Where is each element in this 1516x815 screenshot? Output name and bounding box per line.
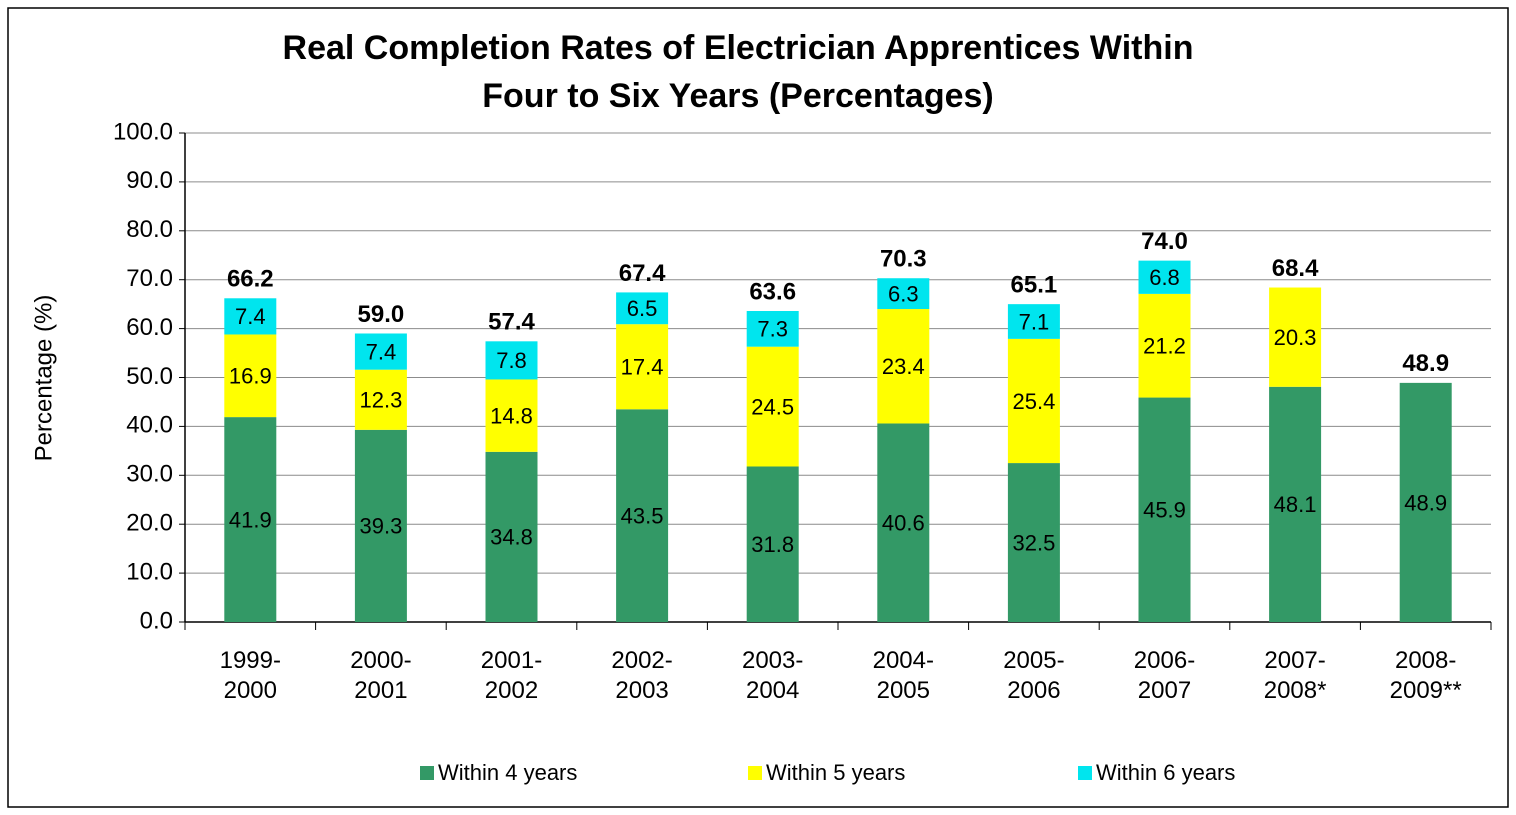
x-tick-label: 2000-2001 xyxy=(350,647,412,704)
bar-segment xyxy=(877,309,930,424)
total-label: 74.0 xyxy=(1141,228,1188,255)
bar-segment xyxy=(1138,293,1191,398)
y-tick-label: 10.0 xyxy=(126,558,173,585)
data-label: 20.3 xyxy=(1274,325,1317,350)
x-tick-label: 2001-2002 xyxy=(480,647,543,704)
bar-segment xyxy=(1007,304,1060,339)
legend-swatch xyxy=(420,766,434,780)
bar-segment xyxy=(746,310,799,347)
x-tick-label: 2003-2004 xyxy=(741,647,804,704)
total-label: 67.4 xyxy=(619,260,666,287)
legend-label: Within 4 years xyxy=(438,760,577,785)
total-label: 66.2 xyxy=(227,266,274,293)
bar-segment xyxy=(877,423,930,622)
data-label: 6.3 xyxy=(888,281,919,306)
y-tick-label: 90.0 xyxy=(126,167,173,194)
y-axis-label: Percentage (%) xyxy=(30,295,57,462)
bar-segment xyxy=(354,369,407,430)
y-tick-label: 80.0 xyxy=(126,216,173,243)
total-label: 65.1 xyxy=(1011,271,1058,298)
data-label: 23.4 xyxy=(882,354,925,379)
bar-segment xyxy=(224,334,277,418)
data-label: 41.9 xyxy=(229,507,272,532)
bar-segment xyxy=(1007,463,1060,622)
bar-segment xyxy=(1269,287,1322,387)
data-label: 16.9 xyxy=(229,364,272,389)
bar-segment xyxy=(1399,382,1452,622)
y-tick-label: 40.0 xyxy=(126,412,173,439)
data-label: 25.4 xyxy=(1012,389,1055,414)
data-label: 34.8 xyxy=(490,525,533,550)
x-tick-label: 2004-2005 xyxy=(872,647,934,704)
bar-segment xyxy=(1138,260,1191,294)
bar-segment xyxy=(616,292,669,325)
bar-segment xyxy=(485,341,538,380)
data-label: 32.5 xyxy=(1012,530,1055,555)
data-label: 14.8 xyxy=(490,403,533,428)
data-label: 7.1 xyxy=(1019,309,1050,334)
legend-swatch xyxy=(748,766,762,780)
x-tick-label: 2007-2008* xyxy=(1263,647,1327,704)
data-label: 43.5 xyxy=(621,503,664,528)
total-label: 48.9 xyxy=(1402,350,1449,377)
data-label: 7.4 xyxy=(235,304,266,329)
total-label: 68.4 xyxy=(1272,255,1319,282)
bar-segment xyxy=(224,298,277,335)
bar-segment xyxy=(616,409,669,622)
data-label: 31.8 xyxy=(751,532,794,557)
x-tick-label: 2002-2003 xyxy=(611,647,673,704)
y-tick-label: 100.0 xyxy=(113,118,173,145)
bar-segment xyxy=(354,333,407,370)
legend-swatch xyxy=(1078,766,1092,780)
bar-segment xyxy=(616,324,669,410)
data-label: 12.3 xyxy=(359,388,402,413)
legend-label: Within 5 years xyxy=(766,760,905,785)
x-tick-label: 1999-2000 xyxy=(219,647,281,704)
data-label: 39.3 xyxy=(359,514,402,539)
data-label: 7.8 xyxy=(496,348,527,373)
data-label: 21.2 xyxy=(1143,334,1186,359)
y-tick-label: 20.0 xyxy=(126,510,173,537)
y-tick-label: 50.0 xyxy=(126,363,173,390)
data-label: 6.5 xyxy=(627,296,658,321)
data-label: 45.9 xyxy=(1143,498,1186,523)
legend-label: Within 6 years xyxy=(1096,760,1235,785)
total-label: 57.4 xyxy=(488,309,535,336)
data-label: 48.1 xyxy=(1274,492,1317,517)
y-tick-label: 30.0 xyxy=(126,461,173,488)
x-tick-label: 2008-2009** xyxy=(1389,647,1462,704)
chart-title: Four to Six Years (Percentages) xyxy=(482,77,993,115)
x-tick-label: 2005-2006 xyxy=(1003,647,1065,704)
bar-segment xyxy=(224,417,277,622)
bar-segment xyxy=(746,346,799,467)
bar-segment xyxy=(354,429,407,622)
data-label: 48.9 xyxy=(1404,490,1447,515)
bar-segment xyxy=(1269,386,1322,622)
chart-title: Real Completion Rates of Electrician App… xyxy=(283,29,1194,67)
y-tick-label: 60.0 xyxy=(126,314,173,341)
total-label: 59.0 xyxy=(358,301,405,328)
bar-segment xyxy=(1138,397,1191,622)
data-label: 6.8 xyxy=(1149,265,1180,290)
bar-segment xyxy=(1007,338,1060,464)
y-tick-label: 0.0 xyxy=(140,607,173,634)
bar-segment xyxy=(746,466,799,622)
total-label: 70.3 xyxy=(880,246,927,273)
bar-segment xyxy=(877,278,930,310)
data-label: 24.5 xyxy=(751,394,794,419)
data-label: 7.3 xyxy=(757,317,788,342)
x-tick-label: 2006-2007 xyxy=(1133,647,1196,704)
bar-segment xyxy=(485,451,538,622)
bar-segment xyxy=(485,379,538,452)
y-tick-label: 70.0 xyxy=(126,265,173,292)
data-label: 40.6 xyxy=(882,511,925,536)
data-label: 7.4 xyxy=(366,339,397,364)
total-label: 63.6 xyxy=(749,278,796,305)
data-label: 17.4 xyxy=(621,355,664,380)
